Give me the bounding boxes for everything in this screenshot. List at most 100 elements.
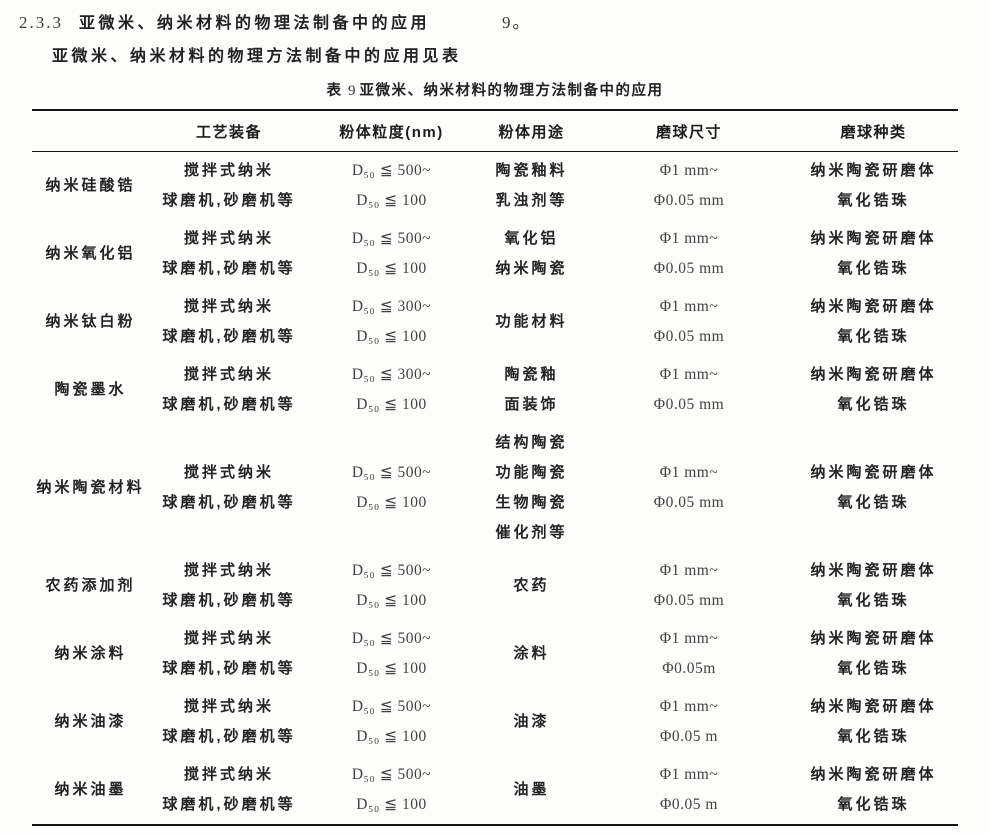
ball-type-cell: 纳米陶瓷研磨体 氧化锆珠 [789, 688, 958, 756]
equipment-cell: 搅拌式纳米 球磨机,砂磨机等 [149, 688, 309, 756]
equipment-cell: 搅拌式纳米 球磨机,砂磨机等 [149, 356, 309, 424]
cell-line: 氧化锆珠 [837, 592, 910, 609]
cell-line: 纳米陶瓷研磨体 [810, 630, 937, 647]
table-row: 纳米陶瓷材料 搅拌式纳米 球磨机,砂磨机等 D₅₀ ≦ 500~ D₅₀ ≦ 100 结构… [32, 424, 958, 552]
cell-line: 搅拌式纳米 [183, 230, 274, 247]
cell-line: 氧化锆珠 [837, 494, 910, 511]
row-label: 陶瓷墨水 [32, 356, 149, 424]
cell-line: 搅拌式纳米 [183, 630, 274, 647]
cell-line: 陶瓷釉 [504, 366, 559, 383]
cell-line: Φ0.05 mm [653, 396, 725, 413]
cell-line: 纳米陶瓷研磨体 [810, 766, 937, 783]
cell-line: 氧化锆珠 [837, 328, 910, 345]
cell-line: 功能陶瓷 [495, 464, 568, 481]
cell-line: 乳浊剂等 [495, 192, 568, 209]
cell-line: 搅拌式纳米 [183, 698, 274, 715]
row-label: 纳米氧化铝 [32, 220, 149, 288]
cell-line: Φ0.05 mm [653, 192, 725, 209]
cell-line: 搅拌式纳米 [183, 766, 274, 783]
cell-line: Φ0.05m [662, 660, 716, 677]
particle-size-cell: D₅₀ ≦ 500~ D₅₀ ≦ 100 [309, 152, 474, 221]
cell-line: 氧化铝 [504, 230, 559, 247]
cell-line: 纳米陶瓷研磨体 [810, 366, 937, 383]
column-header-material [32, 110, 149, 152]
cell-line: 球磨机,砂磨机等 [162, 328, 296, 345]
ball-size-cell: Φ1 mm~ Φ0.05 m [589, 756, 789, 825]
ball-size-cell: Φ1 mm~ Φ0.05m [589, 620, 789, 688]
table-row: 纳米氧化铝 搅拌式纳米 球磨机,砂磨机等 D₅₀ ≦ 500~ D₅₀ ≦ 100 氧化铝… [32, 220, 958, 288]
table-caption-number: 9 [348, 83, 356, 99]
application-table: 工艺装备 粉体粒度(nm) 粉体用途 磨球尺寸 磨球种类 纳米硅酸锆 搅拌式纳米球… [32, 109, 958, 826]
table-row: 农药添加剂 搅拌式纳米 球磨机,砂磨机等 D₅₀ ≦ 500~ D₅₀ ≦ 100 农药 Φ… [32, 552, 958, 620]
cell-line: 搅拌式纳米 [183, 562, 274, 579]
cell-line: 氧化锆珠 [837, 728, 910, 745]
section-title: 亚微米、纳米材料的物理法制备中的应用 [79, 15, 431, 32]
cell-line: 氧化锆珠 [837, 660, 910, 677]
cell-line: D₅₀ ≦ 100 [356, 494, 427, 511]
particle-size-cell: D₅₀ ≦ 500~ D₅₀ ≦ 100 [309, 620, 474, 688]
ball-type-cell: 纳米陶瓷研磨体 氧化锆珠 [789, 424, 958, 552]
column-header-equipment: 工艺装备 [149, 110, 309, 152]
usage-cell: 功能材料 [474, 288, 589, 356]
section-suffix: 9。 [502, 13, 532, 32]
ball-size-cell: Φ1 mm~ Φ0.05 m [589, 688, 789, 756]
table-row: 纳米钛白粉 搅拌式纳米 球磨机,砂磨机等 D₅₀ ≦ 300~ D₅₀ ≦ 100 功能材… [32, 288, 958, 356]
usage-cell: 农药 [474, 552, 589, 620]
cell-line: Φ1 mm~ [659, 298, 719, 315]
cell-line: 氧化锆珠 [837, 796, 910, 813]
particle-size-cell: D₅₀ ≦ 500~ D₅₀ ≦ 100 [309, 756, 474, 825]
ball-size-cell: Φ1 mm~ Φ0.05 mm [589, 424, 789, 552]
cell-line: 纳米硅酸锆 [45, 177, 136, 194]
cell-line: 功能材料 [495, 313, 568, 330]
cell-line: Φ1 mm~ [659, 366, 719, 383]
cell-line: 纳米陶瓷研磨体 [810, 464, 937, 481]
cell-line: D₅₀ ≦ 100 [356, 192, 427, 209]
cell-line: D₅₀ ≦ 100 [356, 328, 427, 345]
cell-line: D₅₀ ≦ 300~ [351, 298, 432, 315]
usage-cell: 油漆 [474, 688, 589, 756]
cell-line: Φ1 mm~ [659, 562, 719, 579]
cell-line: 纳米油墨 [54, 781, 127, 798]
cell-line: Φ0.05 m [660, 728, 718, 745]
table-row: 纳米油漆 搅拌式纳米 球磨机,砂磨机等 D₅₀ ≦ 500~ D₅₀ ≦ 100 油漆 Φ1… [32, 688, 958, 756]
document-page: 2.3.3 亚微米、纳米材料的物理法制备中的应用 9。 亚微米、纳米材料的物理方法制… [0, 8, 990, 826]
table-row: 纳米涂料 搅拌式纳米 球磨机,砂磨机等 D₅₀ ≦ 500~ D₅₀ ≦ 100 涂料 Φ1… [32, 620, 958, 688]
cell-line: Φ1 mm~ [659, 630, 719, 647]
ball-type-cell: 纳米陶瓷研磨体 氧化锆珠 [789, 288, 958, 356]
ball-type-cell: 纳米陶瓷研磨体 氧化锆珠 [789, 356, 958, 424]
row-label: 纳米钛白粉 [32, 288, 149, 356]
row-label: 纳米硅酸锆 [32, 152, 149, 221]
cell-line: 球磨机,砂磨机等 [162, 796, 296, 813]
row-label: 纳米陶瓷材料 [32, 424, 149, 552]
table-row: 纳米硅酸锆 搅拌式纳米 球磨机,砂磨机等 D₅₀ ≦ 500~ D₅₀ ≦ 100 陶瓷釉… [32, 152, 958, 221]
usage-cell: 结构陶瓷 功能陶瓷 生物陶瓷 催化剂等 [474, 424, 589, 552]
cell-line: 农药添加剂 [45, 577, 136, 594]
cell-line: 搅拌式纳米 [183, 298, 274, 315]
cell-line: 纳米氧化铝 [45, 245, 136, 262]
column-header-usage: 粉体用途 [474, 110, 589, 152]
cell-line: 油漆 [513, 713, 550, 730]
cell-line: Φ1 mm~ [659, 162, 719, 179]
equipment-cell: 搅拌式纳米 球磨机,砂磨机等 [149, 552, 309, 620]
ball-size-cell: Φ1 mm~ Φ0.05 mm [589, 152, 789, 221]
ball-type-cell: 纳米陶瓷研磨体 氧化锆珠 [789, 220, 958, 288]
table-caption: 表 9 亚微米、纳米材料的物理方法制备中的应用 [0, 79, 990, 100]
table-row: 纳米油墨 搅拌式纳米 球磨机,砂磨机等 D₅₀ ≦ 500~ D₅₀ ≦ 100 油墨 Φ1… [32, 756, 958, 825]
cell-line: Φ1 mm~ [659, 230, 719, 247]
table-caption-label: 表 [326, 83, 342, 99]
table-body: 纳米硅酸锆 搅拌式纳米 球磨机,砂磨机等 D₅₀ ≦ 500~ D₅₀ ≦ 100 陶瓷釉… [32, 152, 958, 826]
equipment-cell: 搅拌式纳米球磨机,砂磨机等 [149, 288, 309, 356]
particle-size-cell: D₅₀ ≦ 500~ D₅₀ ≦ 100 [309, 552, 474, 620]
cell-line: Φ1 mm~ [659, 464, 719, 481]
cell-line: 搅拌式纳米 [183, 464, 274, 481]
ball-type-cell: 纳米陶瓷研磨体 氧化锆珠 [789, 152, 958, 221]
usage-cell: 涂料 [474, 620, 589, 688]
ball-type-cell: 纳米陶瓷研磨体 氧化锆珠 [789, 552, 958, 620]
cell-line: D₅₀ ≦ 100 [356, 660, 427, 677]
cell-line: 球磨机,砂磨机等 [162, 660, 296, 677]
column-header-ball-size: 磨球尺寸 [589, 110, 789, 152]
equipment-cell: 搅拌式纳米 球磨机,砂磨机等 [149, 424, 309, 552]
row-label: 纳米油漆 [32, 688, 149, 756]
usage-cell: 氧化铝 纳米陶瓷 [474, 220, 589, 288]
cell-line: D₅₀ ≦ 100 [356, 728, 427, 745]
